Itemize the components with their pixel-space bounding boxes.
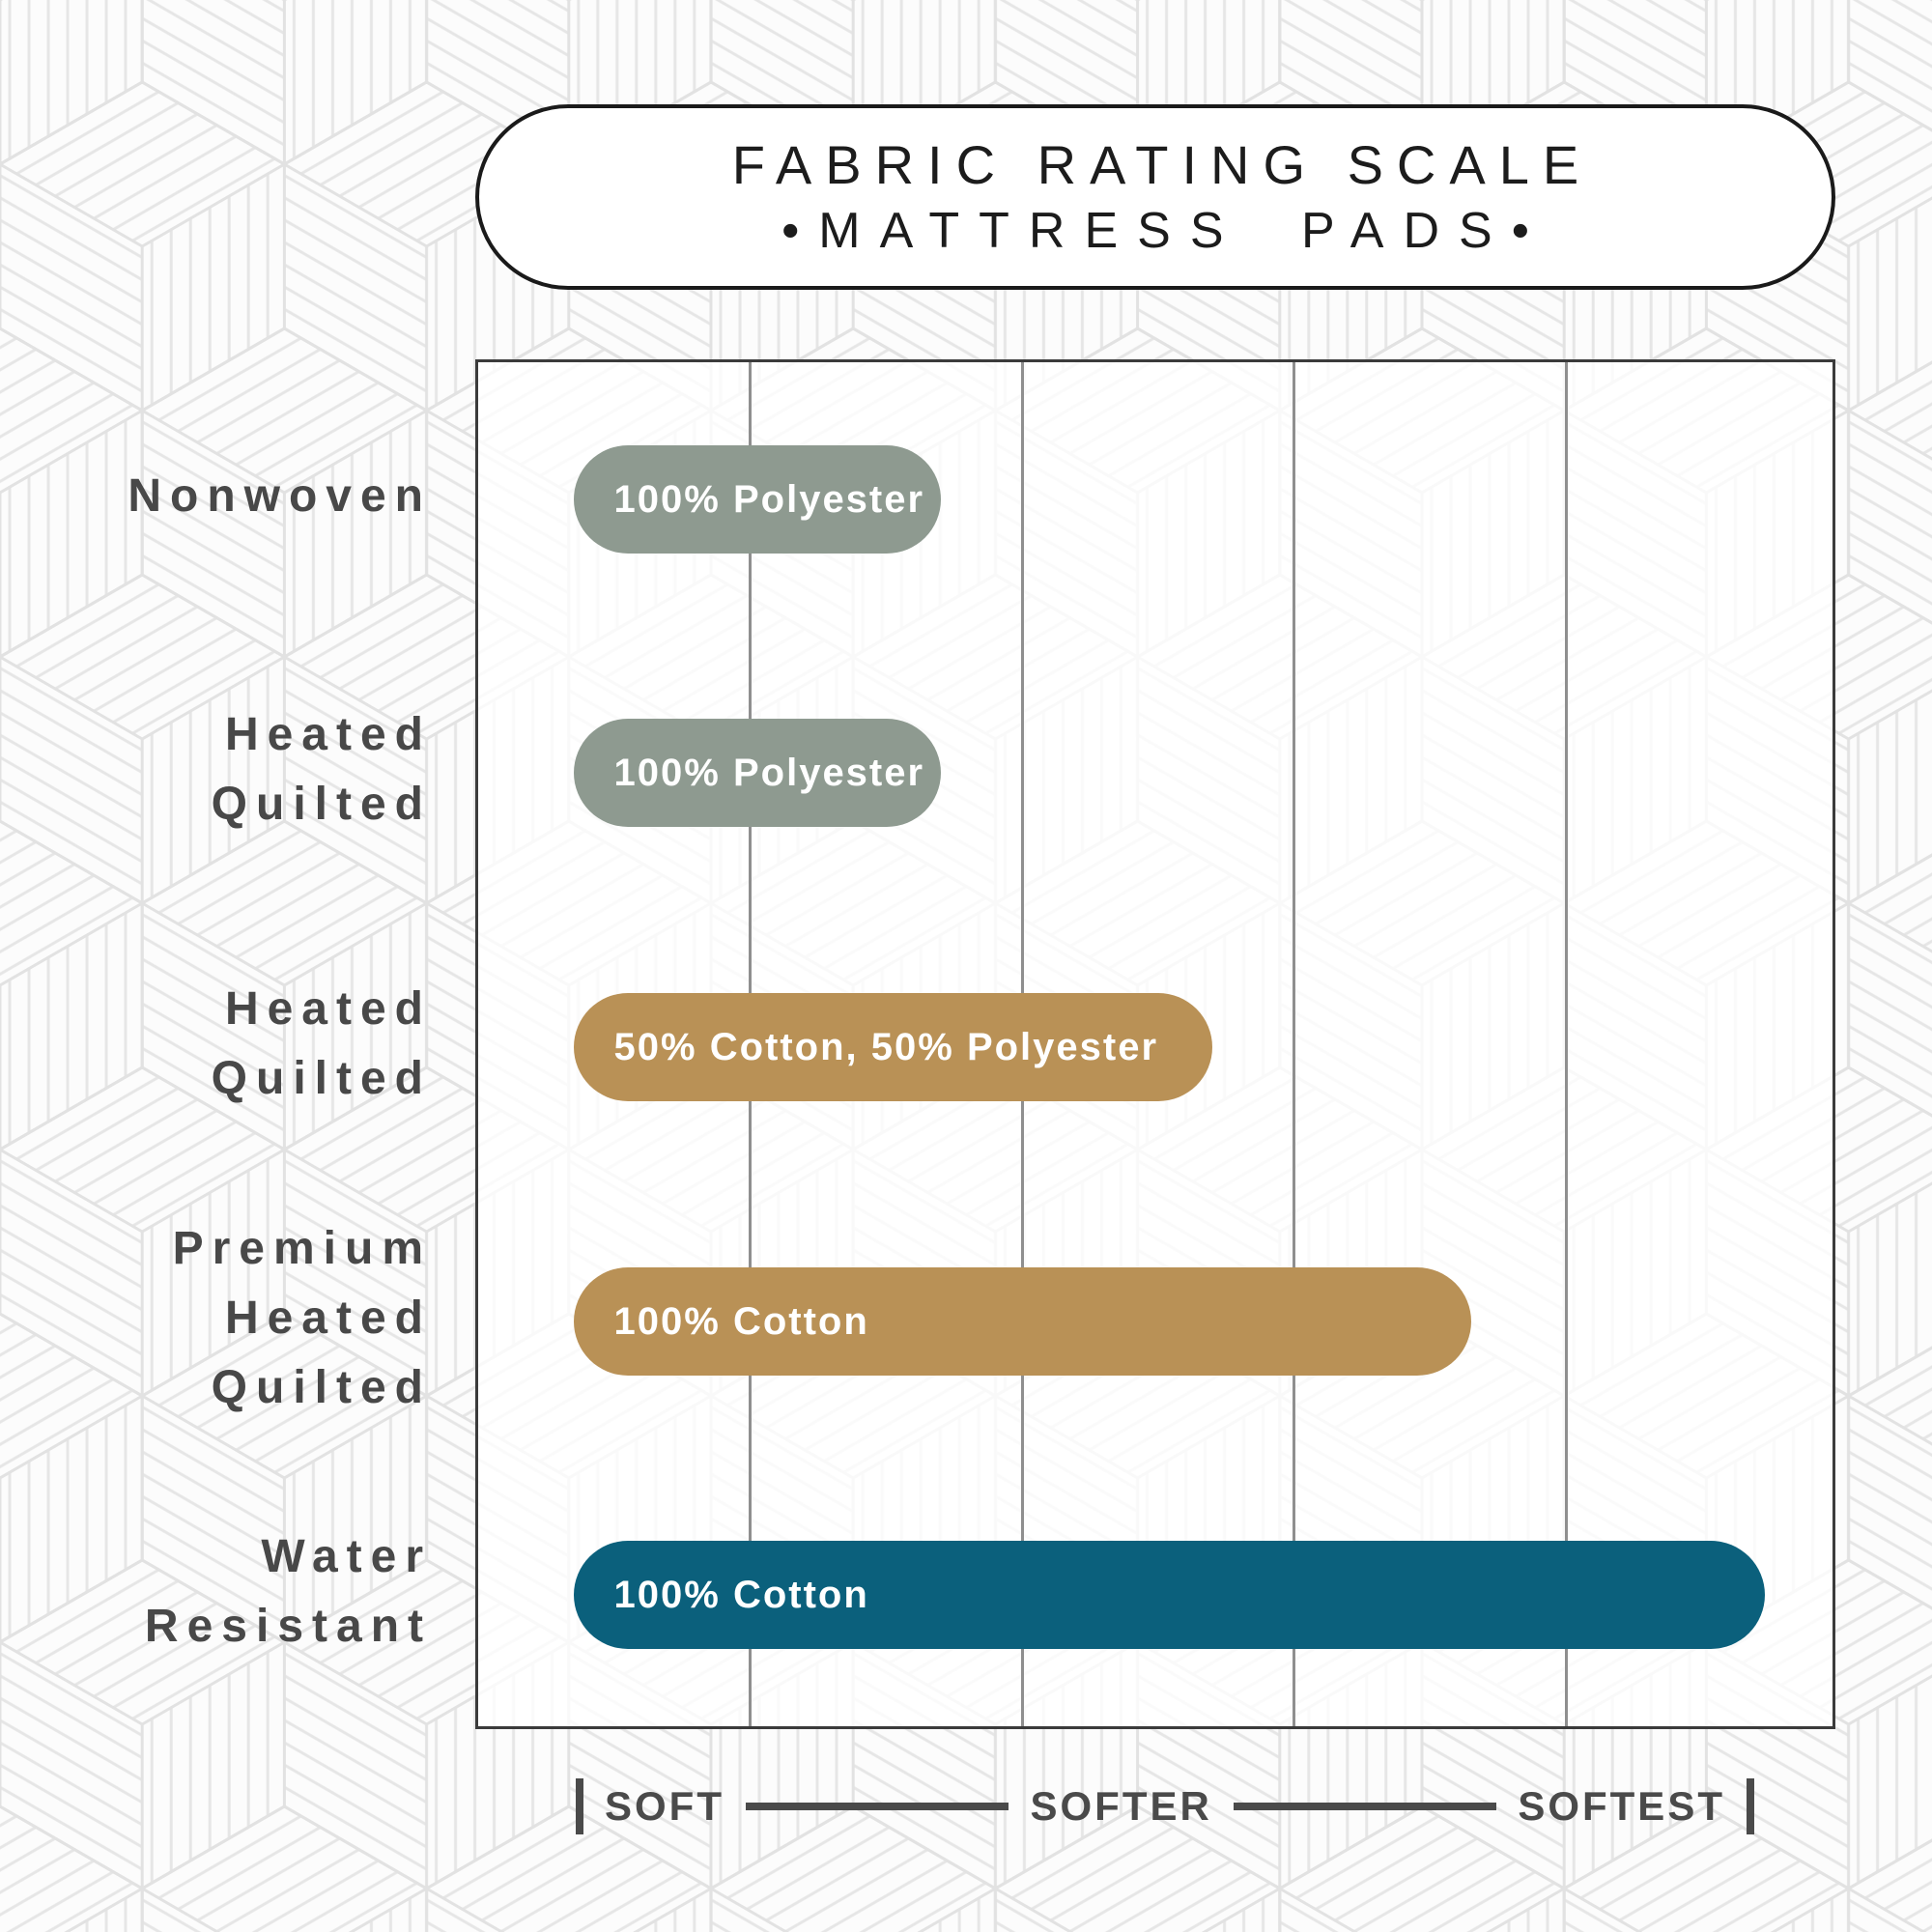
gridline	[1564, 362, 1568, 1726]
bar-nonwoven: 100% Polyester	[573, 444, 941, 554]
bar-heated-quilted: 50% Cotton, 50% Polyester	[573, 993, 1213, 1101]
row-label-line: Water	[261, 1531, 432, 1583]
row-label-premium-heated-quilted: Premium Heated Quilted	[173, 1214, 423, 1423]
axis-right-tick	[1747, 1778, 1754, 1834]
axis-label-soft: SOFT	[605, 1783, 724, 1829]
axis-line-segment	[746, 1803, 1009, 1810]
row-label-line: Quilted	[211, 1053, 432, 1104]
axis-label-softer: SOFTER	[1030, 1783, 1212, 1829]
row-label-nonwoven: Nonwoven	[128, 462, 423, 531]
row-label-line: Resistant	[144, 1601, 432, 1653]
gridline	[1293, 362, 1296, 1726]
title-pill: FABRIC RATING SCALE •MATTRESS PADS•	[475, 104, 1835, 290]
bar-value-label: 100% Cotton	[613, 1574, 869, 1617]
axis-label-softest: SOFTEST	[1518, 1783, 1725, 1829]
row-label-heated-quilted: Heated Quilted	[212, 700, 423, 839]
chart-title: FABRIC RATING SCALE	[731, 134, 1593, 195]
chart-subtitle: •MATTRESS PADS•	[781, 203, 1548, 259]
row-label-line: Heated	[224, 1292, 432, 1344]
row-label-line: Heated	[224, 709, 432, 761]
row-label-line: Premium	[172, 1222, 432, 1274]
axis-line-segment	[1233, 1803, 1497, 1810]
row-label-line: Heated	[224, 983, 432, 1035]
row-label-line: Quilted	[211, 1361, 432, 1413]
bar-water-resistant: 100% Cotton	[573, 1541, 1765, 1650]
row-label-line: Quilted	[211, 779, 432, 831]
row-label-water-resistant: Water Resistant	[145, 1522, 423, 1662]
plot-area: 100% Polyester 100% Polyester 50% Cotton, …	[475, 359, 1835, 1729]
bar-value-label: 100% Cotton	[613, 1299, 869, 1343]
bar-heated-quilted: 100% Polyester	[573, 719, 941, 828]
bar-premium-heated-quilted: 100% Cotton	[573, 1266, 1471, 1376]
row-label-line: Nonwoven	[128, 469, 432, 522]
softness-axis: SOFT SOFTER SOFTEST	[576, 1776, 1754, 1837]
bar-value-label: 100% Polyester	[613, 752, 925, 795]
axis-left-tick	[576, 1778, 583, 1834]
bar-value-label: 50% Cotton, 50% Polyester	[613, 1026, 1159, 1068]
bar-value-label: 100% Polyester	[613, 477, 925, 521]
row-label-heated-quilted: Heated Quilted	[212, 975, 423, 1114]
